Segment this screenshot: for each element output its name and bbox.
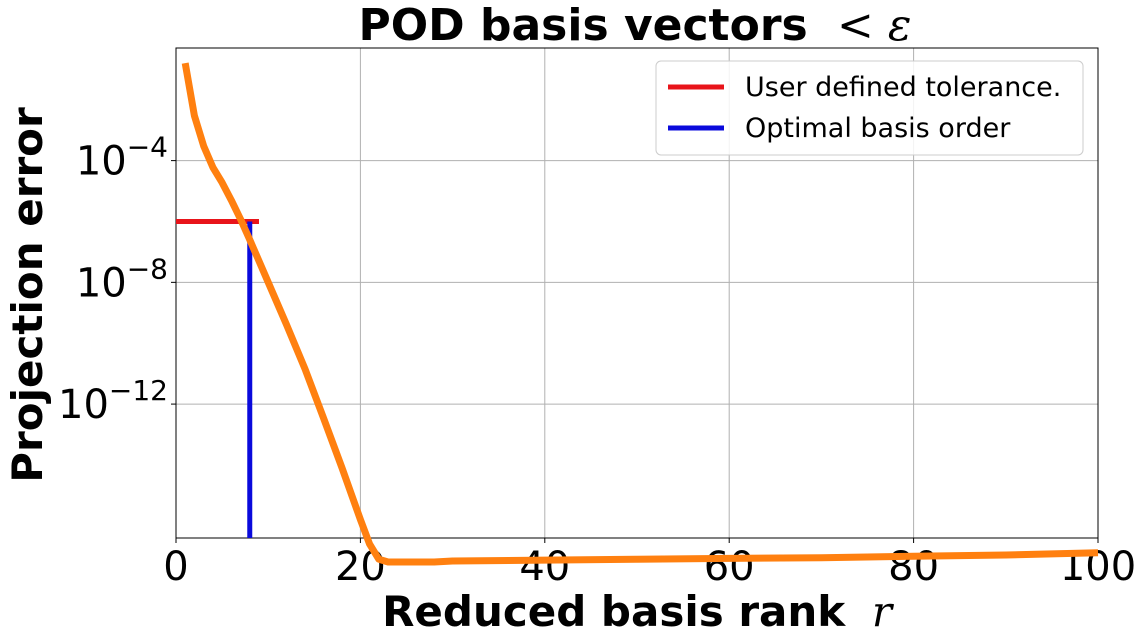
- x-tick-labels: 0 20 40 60 80 100: [163, 544, 1136, 590]
- x-tick-label: 40: [519, 544, 570, 590]
- x-axis-label-math: r: [872, 587, 895, 636]
- y-tick-base: 10: [76, 260, 127, 306]
- legend-label-optimal: Optimal basis order: [745, 113, 1011, 144]
- y-axis-label: Projection error: [3, 107, 52, 483]
- legend-label-tolerance: User defined tolerance.: [745, 72, 1061, 103]
- y-tick-exponent: −12: [109, 374, 168, 407]
- x-tick-label: 20: [335, 544, 386, 590]
- y-tick-labels: 10−410−810−12: [58, 131, 168, 428]
- y-tick-exponent: −8: [127, 252, 168, 285]
- x-tick-label: 60: [704, 544, 755, 590]
- chart-title-text: POD basis vectors: [358, 0, 807, 51]
- y-tick-base: 10: [58, 382, 109, 428]
- series-layer: [176, 62, 1099, 566]
- y-tick-exponent: −4: [127, 131, 168, 164]
- chart-title-math: < ε: [837, 0, 911, 51]
- y-tick-label: 10−8: [76, 252, 168, 306]
- x-axis-label: Reduced basis rank r: [382, 587, 895, 636]
- y-tick-label: 10−4: [76, 131, 168, 185]
- chart-title: POD basis vectors < ε: [358, 0, 911, 51]
- x-tick-label: 80: [888, 544, 939, 590]
- x-axis-label-text: Reduced basis rank: [382, 587, 846, 636]
- plot-frame: [175, 47, 1099, 539]
- projection-error-line: [181, 62, 1099, 566]
- legend: User defined tolerance. Optimal basis or…: [655, 60, 1084, 156]
- x-tick-label: 0: [163, 544, 188, 590]
- legend-box: [655, 60, 1084, 156]
- y-tick-label: 10−12: [58, 374, 168, 428]
- y-tick-base: 10: [76, 139, 127, 185]
